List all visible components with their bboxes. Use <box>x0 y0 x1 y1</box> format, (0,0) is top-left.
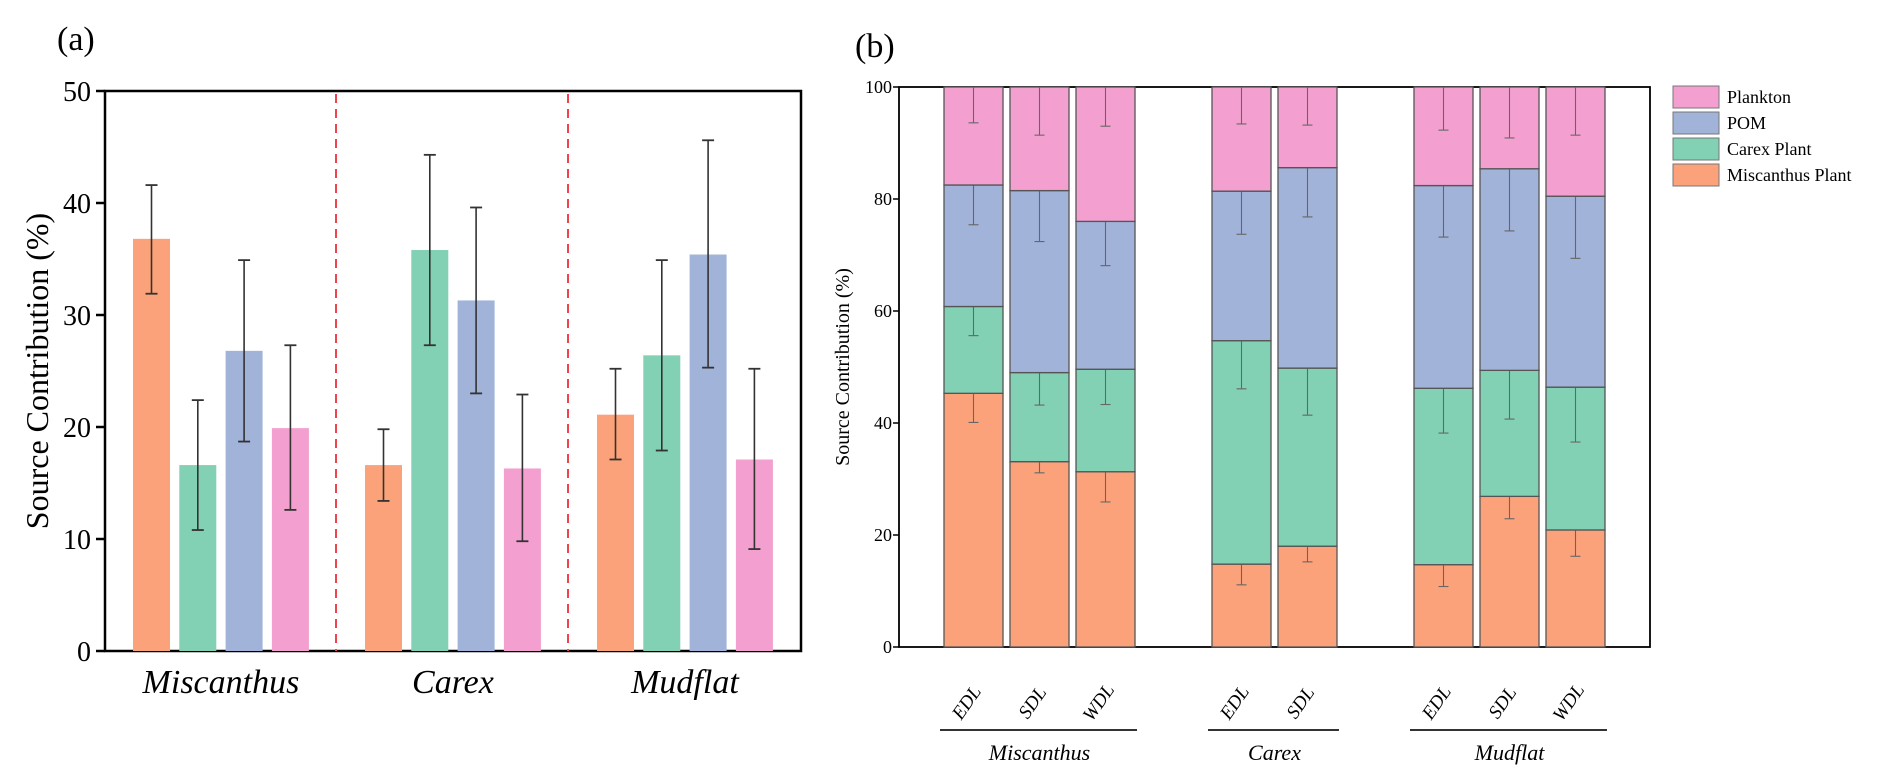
y-tick-label: 50 <box>63 77 91 108</box>
panel-a: (a) Source Contribution (%) 0 10 20 30 40 50 M… <box>19 21 803 701</box>
y-tick-label: 100 <box>865 77 892 97</box>
x-sub-label: SDL <box>1485 683 1522 723</box>
stack-segment-miscanthus-plant <box>943 392 1004 648</box>
y-tick-label: 60 <box>874 301 892 321</box>
x-sub-label: SDL <box>1015 683 1052 723</box>
y-tick-label: 80 <box>874 189 892 209</box>
panel-b-y-axis-label: Source Contribution (%) <box>832 268 854 466</box>
stack-segment-miscanthus-plant <box>1009 460 1070 648</box>
plot-frame <box>103 89 803 653</box>
x-category-label: Mudflat <box>630 664 740 701</box>
x-sub-label: EDL <box>948 682 986 724</box>
y-tick-label: 20 <box>874 525 892 545</box>
x-sub-label: WDL <box>1079 680 1119 725</box>
stack-segment-carex-plant <box>1277 367 1338 547</box>
y-tick-label: 0 <box>883 637 892 657</box>
legend-swatch <box>1672 85 1720 109</box>
panel-b-label: (b) <box>855 28 895 65</box>
stack-segment-miscanthus-plant <box>1479 495 1540 648</box>
panel-a-plot: 0 10 20 30 40 50 Miscanthus Carex Mudflat <box>63 77 803 701</box>
legend-label: Miscanthus Plant <box>1727 165 1852 185</box>
y-tick-label: 40 <box>63 189 91 220</box>
y-tick-label: 20 <box>63 413 91 444</box>
legend-swatch <box>1672 111 1720 135</box>
legend-label: POM <box>1727 113 1766 133</box>
y-tick-label: 10 <box>63 525 91 556</box>
legend-label: Plankton <box>1727 87 1791 107</box>
bar-miscanthus-plant <box>133 238 170 651</box>
x-sub-label: EDL <box>1418 682 1456 724</box>
legend-swatch <box>1672 137 1720 161</box>
panel-a-y-axis-label: Source Contribution (%) <box>19 213 55 529</box>
x-group-label: Carex <box>1248 740 1301 765</box>
stack-segment-pom <box>1211 190 1272 342</box>
x-group-label: Mudflat <box>1474 740 1546 765</box>
panel-b: (b) Source Contribution (%) 0 20 40 60 80 100… <box>832 28 1852 765</box>
legend-swatch <box>1672 163 1720 187</box>
y-tick-label: 0 <box>77 637 91 668</box>
x-sub-label: SDL <box>1283 683 1320 723</box>
y-tick-label: 40 <box>874 413 892 433</box>
legend: Plankton POM Carex Plant Miscanthus Plant <box>1672 85 1852 187</box>
plot-frame <box>898 86 1651 648</box>
x-category-label: Carex <box>412 664 494 701</box>
y-tick-label: 30 <box>63 301 91 332</box>
legend-label: Carex Plant <box>1727 139 1811 159</box>
x-category-label: Miscanthus <box>142 664 300 701</box>
x-sub-label: WDL <box>1549 680 1589 725</box>
panel-a-label: (a) <box>57 21 95 58</box>
stack-segment-miscanthus-plant <box>1277 545 1338 648</box>
x-group-label: Miscanthus <box>988 740 1090 765</box>
x-sub-label: EDL <box>1216 682 1254 724</box>
